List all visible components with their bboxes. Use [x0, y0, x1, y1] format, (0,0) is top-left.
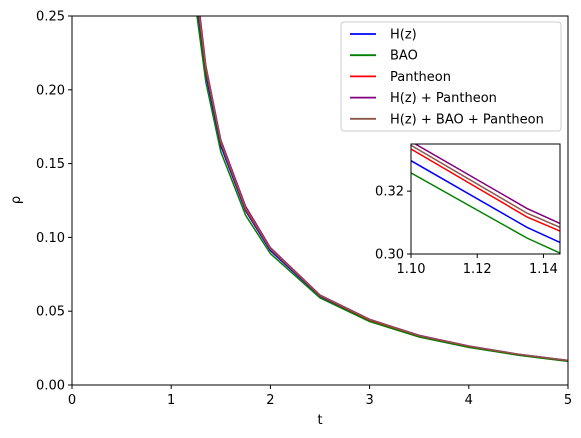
y-tick-label: 0.10 — [36, 231, 65, 246]
inset-line-bao — [411, 172, 560, 254]
y-tick-label: 0.25 — [36, 10, 65, 25]
legend-label-pantheon: Pantheon — [390, 70, 451, 85]
y-tick-label: 0.20 — [36, 83, 65, 98]
y-tick-label: 0.00 — [36, 379, 65, 394]
inset-x-tick-label: 1.12 — [463, 262, 492, 277]
inset-line-h-z-bao-pantheon — [411, 144, 560, 228]
inset-x-tick-label: 1.14 — [529, 262, 558, 277]
inset-zoom-plot: 1.10 1.12 1.14 0.30 0.32 — [375, 143, 561, 277]
x-tick-label: 5 — [564, 393, 572, 408]
x-tick-label: 2 — [266, 393, 274, 408]
inset-axis-ticks: 1.10 1.12 1.14 0.30 0.32 — [375, 185, 558, 277]
legend-box — [340, 21, 562, 132]
inset-area — [411, 144, 560, 254]
x-tick-label: 4 — [465, 393, 473, 408]
x-axis-label: t — [317, 413, 322, 428]
inset-line-h-z-pantheon — [413, 144, 560, 225]
series-line-bao — [196, 16, 568, 363]
inset-frame — [410, 143, 561, 255]
x-tick-label: 0 — [68, 393, 76, 408]
legend-label-h-z-pantheon: H(z) + Pantheon — [390, 91, 497, 106]
inset-x-tick-label: 1.10 — [397, 262, 426, 277]
x-tick-label: 3 — [365, 393, 373, 408]
series-line-h-z-bao-pantheon — [198, 16, 568, 362]
x-tick-label: 1 — [167, 393, 175, 408]
inset-y-tick-label: 0.32 — [375, 185, 404, 200]
inset-y-tick-label: 0.30 — [375, 248, 404, 263]
legend-label-h-z: H(z) — [390, 28, 417, 43]
legend-label-bao: BAO — [390, 49, 418, 64]
inset-line-pantheon — [411, 148, 560, 232]
y-tick-label: 0.05 — [36, 305, 65, 320]
main-series-lines — [196, 16, 568, 363]
inset-series-lines — [411, 144, 560, 254]
y-axis-label: ρ — [9, 196, 24, 204]
inset-line-h-z — [411, 160, 560, 244]
legend-label-h-z-bao-pantheon: H(z) + BAO + Pantheon — [390, 112, 544, 127]
y-tick-label: 0.15 — [36, 157, 65, 172]
main-axis-ticks: 0 1 2 3 4 5 0.00 0.05 0.10 0.15 0.20 0.25 — [36, 10, 572, 409]
legend: H(z) BAO Pantheon H(z) + Pantheon H(z) + BAO… — [340, 21, 562, 132]
plot-frame — [71, 15, 569, 386]
